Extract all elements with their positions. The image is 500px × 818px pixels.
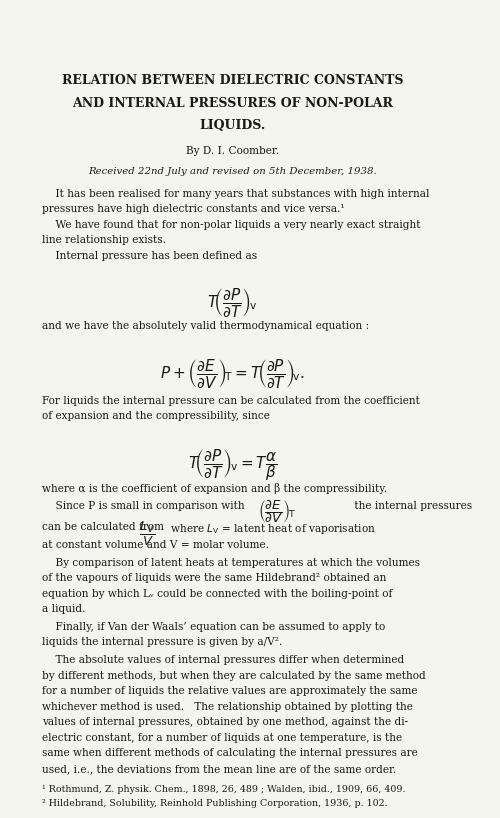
Text: for a number of liquids the relative values are approximately the same: for a number of liquids the relative val… [42, 686, 418, 696]
Text: We have found that for non-polar liquids a very nearly exact straight: We have found that for non-polar liquids… [42, 220, 420, 230]
Text: LIQUIDS.: LIQUIDS. [200, 119, 266, 133]
Text: where α is the coefficient of expansion and β the compressibility.: where α is the coefficient of expansion … [42, 483, 387, 494]
Text: where $L_{\mathrm{V}}$ = latent heat of vaporisation: where $L_{\mathrm{V}}$ = latent heat of … [166, 522, 376, 536]
Text: Received 22nd July and revised on 5th December, 1938.: Received 22nd July and revised on 5th De… [88, 168, 377, 177]
Text: AND INTERNAL PRESSURES OF NON-POLAR: AND INTERNAL PRESSURES OF NON-POLAR [72, 97, 393, 110]
Text: $T\!\left(\dfrac{\partial P}{\partial T}\right)_{\!\mathrm{v}} = T\dfrac{\alpha}: $T\!\left(\dfrac{\partial P}{\partial T}… [188, 447, 277, 483]
Text: whichever method is used.   The relationship obtained by plotting the: whichever method is used. The relationsh… [42, 702, 412, 712]
Text: equation by which Lᵥ could be connected with the boiling-point of: equation by which Lᵥ could be connected … [42, 589, 392, 599]
Text: electric constant, for a number of liquids at one temperature, is the: electric constant, for a number of liqui… [42, 733, 402, 743]
Text: $\left(\dfrac{\partial E}{\partial V}\right)_{\!\mathrm{T}}$: $\left(\dfrac{\partial E}{\partial V}\ri… [258, 498, 296, 525]
Text: pressures have high dielectric constants and vice versa.¹: pressures have high dielectric constants… [42, 204, 344, 214]
Text: at constant volume and V = molar volume.: at constant volume and V = molar volume. [42, 540, 269, 550]
Text: $T\!\left(\dfrac{\partial P}{\partial T}\right)_{\!\mathrm{v}}$: $T\!\left(\dfrac{\partial P}{\partial T}… [208, 286, 258, 319]
Text: and we have the absolutely valid thermodynamical equation :: and we have the absolutely valid thermod… [42, 321, 369, 331]
Text: a liquid.: a liquid. [42, 605, 86, 614]
Text: ¹ Rothmund, Z. physik. Chem., 1898, 26, 489 ; Walden, ibid., 1909, 66, 409.: ¹ Rothmund, Z. physik. Chem., 1898, 26, … [42, 785, 406, 794]
Text: used, i.e., the deviations from the mean line are of the same order.: used, i.e., the deviations from the mean… [42, 764, 396, 774]
Text: Since P is small in comparison with: Since P is small in comparison with [42, 501, 248, 511]
Text: by different methods, but when they are calculated by the same method: by different methods, but when they are … [42, 671, 426, 681]
Text: ² Hildebrand, Solubility, Reinhold Publishing Corporation, 1936, p. 102.: ² Hildebrand, Solubility, Reinhold Publi… [42, 799, 388, 808]
Text: It has been realised for many years that substances with high internal: It has been realised for many years that… [42, 189, 430, 199]
Text: For liquids the internal pressure can be calculated from the coefficient: For liquids the internal pressure can be… [42, 396, 420, 406]
Text: of expansion and the compressibility, since: of expansion and the compressibility, si… [42, 411, 270, 421]
Text: By D. I. Coomber.: By D. I. Coomber. [186, 146, 279, 156]
Text: same when different methods of calculating the internal pressures are: same when different methods of calculati… [42, 748, 418, 758]
Text: can be calculated from: can be calculated from [42, 522, 167, 533]
Text: Internal pressure has been defined as: Internal pressure has been defined as [42, 251, 257, 261]
Text: The absolute values of internal pressures differ when determined: The absolute values of internal pressure… [42, 655, 404, 665]
Text: values of internal pressures, obtained by one method, against the di-: values of internal pressures, obtained b… [42, 717, 408, 727]
Text: liquids the internal pressure is given by a/V².: liquids the internal pressure is given b… [42, 637, 282, 647]
Text: $P + \left(\dfrac{\partial E}{\partial V}\right)_{\!\mathrm{T}} = T\!\left(\dfra: $P + \left(\dfrac{\partial E}{\partial V… [160, 357, 305, 390]
Text: the internal pressures: the internal pressures [351, 501, 472, 511]
Text: line relationship exists.: line relationship exists. [42, 236, 166, 245]
Text: RELATION BETWEEN DIELECTRIC CONSTANTS: RELATION BETWEEN DIELECTRIC CONSTANTS [62, 74, 404, 88]
Text: By comparison of latent heats at temperatures at which the volumes: By comparison of latent heats at tempera… [42, 558, 420, 568]
Text: of the vapours of liquids were the same Hildebrand² obtained an: of the vapours of liquids were the same … [42, 573, 386, 583]
Text: $\dfrac{L_{\mathrm{V}}}{V}$: $\dfrac{L_{\mathrm{V}}}{V}$ [138, 519, 154, 547]
Text: Finally, if Van der Waals’ equation can be assumed to apply to: Finally, if Van der Waals’ equation can … [42, 622, 385, 631]
